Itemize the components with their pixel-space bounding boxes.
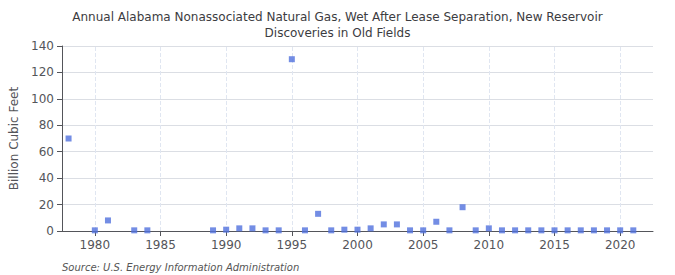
svg-text:0: 0 [46, 224, 54, 238]
svg-text:2000: 2000 [342, 238, 373, 252]
svg-text:140: 140 [31, 39, 54, 53]
svg-text:1985: 1985 [145, 238, 176, 252]
svg-text:1980: 1980 [80, 238, 111, 252]
svg-text:20: 20 [39, 198, 54, 212]
svg-text:100: 100 [31, 92, 54, 106]
svg-text:60: 60 [39, 145, 54, 159]
svg-text:2020: 2020 [605, 238, 636, 252]
svg-text:40: 40 [39, 171, 54, 185]
svg-text:Source: U.S. Energy Informatio: Source: U.S. Energy Information Administ… [62, 262, 299, 273]
svg-text:2005: 2005 [408, 238, 439, 252]
svg-text:1990: 1990 [211, 238, 242, 252]
svg-text:80: 80 [39, 118, 54, 132]
svg-text:2010: 2010 [474, 238, 505, 252]
svg-text:Discoveries in Old Fields: Discoveries in Old Fields [265, 26, 411, 40]
svg-text:Annual Alabama Nonassociated N: Annual Alabama Nonassociated Natural Gas… [72, 10, 603, 24]
svg-text:Billion Cubic Feet: Billion Cubic Feet [7, 87, 21, 191]
svg-text:2015: 2015 [539, 238, 570, 252]
svg-text:1995: 1995 [277, 238, 308, 252]
svg-text:120: 120 [31, 65, 54, 79]
